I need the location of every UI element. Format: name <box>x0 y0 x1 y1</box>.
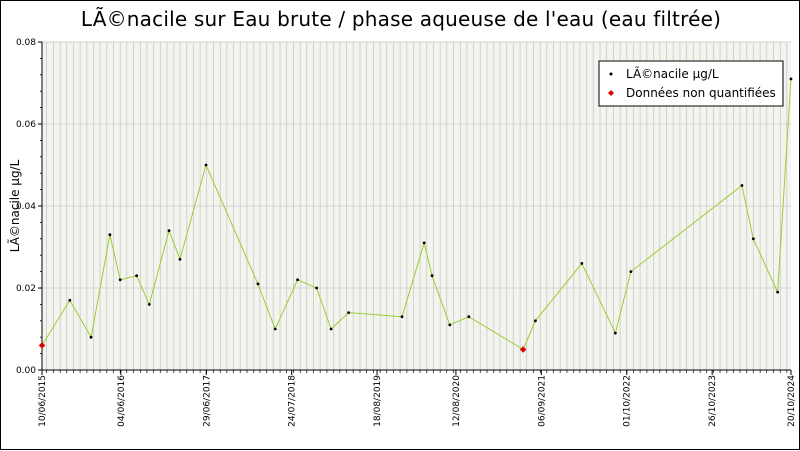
data-point <box>467 315 471 319</box>
data-point <box>448 323 452 327</box>
data-point <box>273 327 277 331</box>
legend-marker-non-quantified <box>608 90 614 96</box>
data-point <box>89 335 93 339</box>
x-tick-label: 26/10/2023 <box>708 375 718 427</box>
legend-box <box>598 60 784 107</box>
data-point <box>147 303 151 306</box>
y-tick-label: 0.06 <box>16 120 36 130</box>
y-tick-label: 0.02 <box>16 284 36 294</box>
data-point <box>204 163 208 167</box>
x-tick-label: 04/06/2016 <box>117 375 127 427</box>
legend-marker-lenacile <box>609 72 613 76</box>
data-point <box>167 229 171 233</box>
y-tick-label: 0.08 <box>16 38 36 48</box>
legend-label-lenacile: LÃ©nacile µg/L <box>626 66 719 81</box>
data-point <box>68 298 72 302</box>
data-point <box>178 257 182 261</box>
x-tick-label: 01/10/2022 <box>623 375 633 427</box>
x-tick-label: 24/07/2018 <box>288 375 298 427</box>
data-point <box>315 286 319 290</box>
x-tick-label: 10/06/2015 <box>38 375 48 427</box>
legend-entry-lenacile: LÃ©nacile µg/L <box>609 66 719 81</box>
data-point <box>108 233 112 237</box>
chart-title: LÃ©nacile sur Eau brute / phase aqueuse … <box>80 7 722 31</box>
data-point <box>789 77 793 81</box>
data-point <box>347 311 351 314</box>
y-tick-label: 0.04 <box>16 202 36 212</box>
data-point <box>430 274 434 278</box>
y-axis-title: LÃ©nacile µg/L <box>7 159 22 252</box>
data-point <box>135 274 139 278</box>
data-point <box>580 262 584 265</box>
x-tick-label: 12/08/2020 <box>452 375 462 427</box>
x-tick-label: 06/09/2021 <box>537 375 547 427</box>
x-tick-label: 20/10/2024 <box>787 375 797 427</box>
y-tick-label: 0.00 <box>16 366 36 376</box>
series-line <box>38 77 793 353</box>
non-quantified-marker <box>519 346 527 353</box>
data-point <box>534 319 537 323</box>
data-point <box>613 331 617 335</box>
x-tick-label: 29/06/2017 <box>202 375 212 427</box>
non-quantified-marker <box>38 342 46 349</box>
data-point <box>256 282 260 286</box>
data-point <box>422 241 426 245</box>
data-point <box>751 237 755 241</box>
legend-entry-non-quantified: Données non quantifiées <box>608 86 776 100</box>
data-point <box>296 278 299 282</box>
data-point <box>400 315 404 319</box>
series-path <box>41 78 792 351</box>
legend: LÃ©nacile µg/L Données non quantifiées <box>598 60 784 107</box>
data-point <box>776 290 780 294</box>
data-point <box>118 278 122 282</box>
data-point <box>329 327 333 331</box>
legend-label-non-quantified: Données non quantifiées <box>626 86 776 100</box>
axes: 0.00 0.02 0.04 0.06 0.08 10/06/2015 04/06/2016… <box>16 38 797 427</box>
x-tick-label: 18/08/2019 <box>373 375 383 427</box>
data-point <box>629 270 633 273</box>
data-point <box>740 184 744 187</box>
